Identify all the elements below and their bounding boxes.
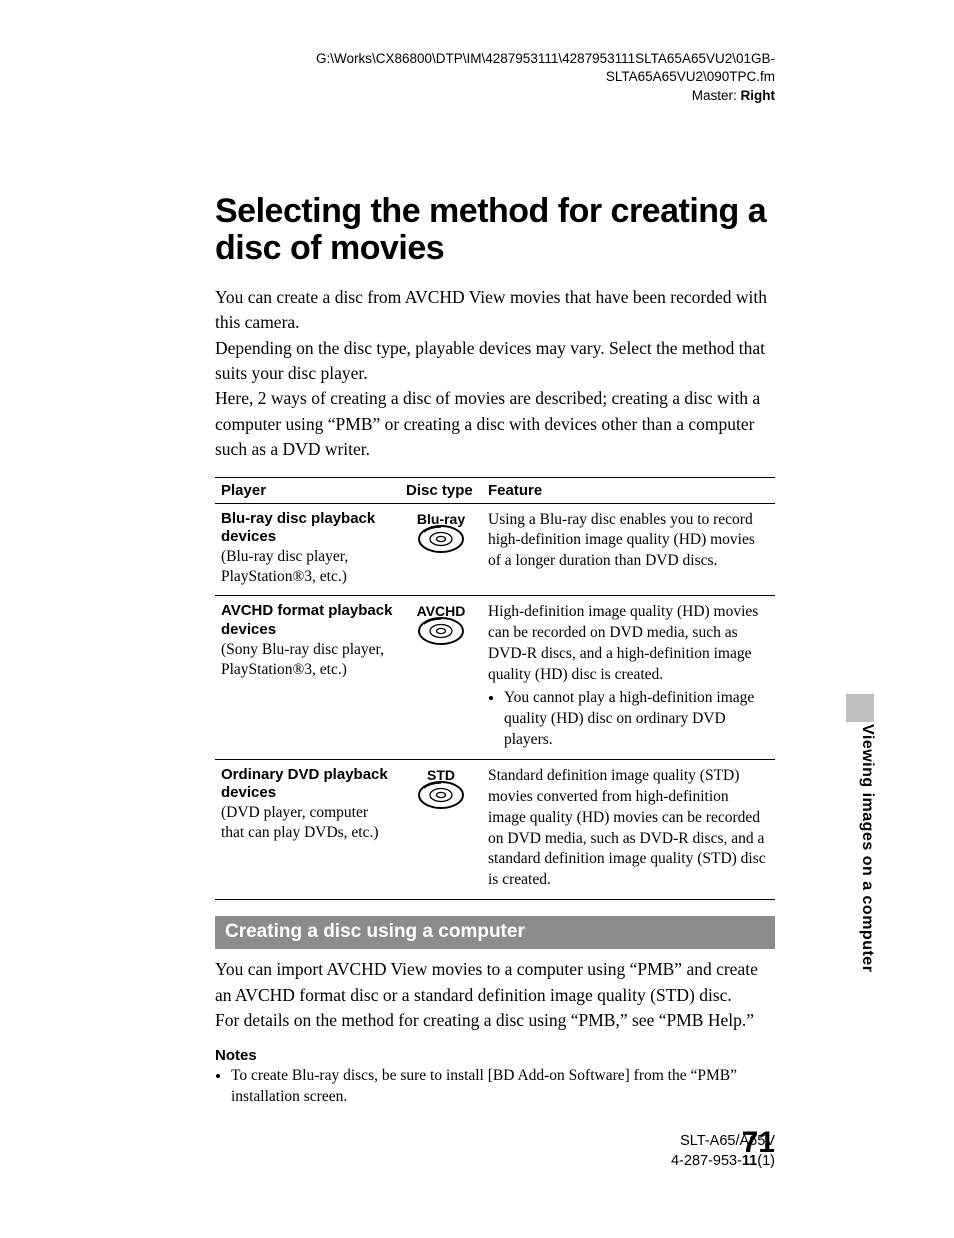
notes-heading: Notes [215, 1047, 775, 1064]
feature-bullet: You cannot play a high-definition image … [504, 688, 769, 751]
master-value: Right [741, 88, 776, 103]
disc-label: Blu-ray [416, 512, 466, 526]
master-label: Master: Right [215, 88, 775, 103]
table-row: AVCHD format playback devices (Sony Blu-… [215, 596, 775, 759]
intro-paragraph-2: Depending on the disc type, playable dev… [215, 336, 775, 387]
note-item: To create Blu-ray discs, be sure to inst… [231, 1066, 775, 1108]
disc-label: AVCHD [416, 604, 466, 618]
compatibility-table: Player Disc type Feature Blu-ray disc pl… [215, 477, 775, 901]
bluray-disc-icon: Blu-ray [416, 512, 466, 556]
footer-model: SLT-A65/A65V [215, 1132, 775, 1152]
section-heading: Creating a disc using a computer [215, 916, 775, 949]
thumb-tab [846, 694, 874, 722]
table-row: Ordinary DVD playback devices (DVD playe… [215, 759, 775, 900]
th-feature: Feature [482, 477, 775, 503]
feature-text: Standard definition image quality (STD) … [482, 759, 775, 900]
page-footer: SLT-A65/A65V 4-287-953-11(1) [215, 1132, 775, 1171]
intro-paragraph-1: You can create a disc from AVCHD View mo… [215, 285, 775, 336]
source-path: G:\Works\CX86800\DTP\IM\4287953111\42879… [215, 50, 775, 86]
player-bold: AVCHD format playback devices [221, 602, 394, 640]
intro-paragraph-3: Here, 2 ways of creating a disc of movie… [215, 386, 775, 462]
std-disc-icon: STD [416, 768, 466, 812]
footer-doc-bold: 11 [742, 1153, 757, 1169]
player-bold: Ordinary DVD playback devices [221, 766, 394, 804]
th-player: Player [215, 477, 400, 503]
footer-doc-suffix: (1) [757, 1153, 775, 1169]
footer-doc-prefix: 4-287-953- [671, 1153, 742, 1169]
feature-text: High-definition image quality (HD) movie… [488, 603, 758, 683]
table-row: Blu-ray disc playback devices (Blu-ray d… [215, 503, 775, 596]
feature-text: Using a Blu-ray disc enables you to reco… [482, 503, 775, 596]
player-sub: (Blu-ray disc player, PlayStation®3, etc… [221, 547, 394, 587]
th-disc-type: Disc type [400, 477, 482, 503]
player-sub: (DVD player, computer that can play DVDs… [221, 803, 394, 843]
player-sub: (Sony Blu-ray disc player, PlayStation®3… [221, 640, 394, 680]
section-p1: You can import AVCHD View movies to a co… [215, 957, 775, 1008]
player-bold: Blu-ray disc playback devices [221, 510, 394, 548]
section-p2: For details on the method for creating a… [215, 1008, 775, 1033]
page-title: Selecting the method for creating a disc… [215, 193, 775, 266]
side-section-label: Viewing images on a computer [858, 724, 876, 972]
avchd-disc-icon: AVCHD [416, 604, 466, 648]
master-prefix: Master: [692, 88, 741, 103]
